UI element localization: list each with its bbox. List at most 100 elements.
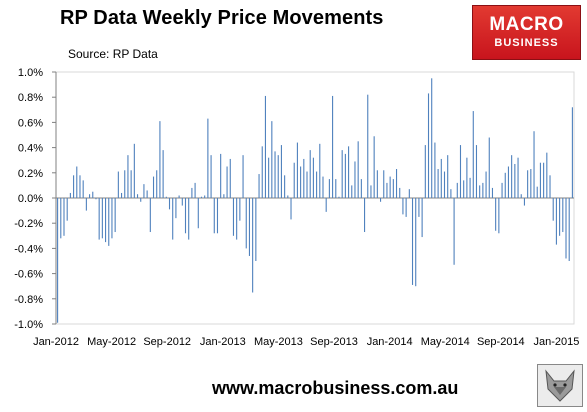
bar bbox=[546, 152, 548, 198]
bar bbox=[498, 198, 500, 234]
bar bbox=[338, 196, 340, 198]
bar bbox=[57, 198, 59, 323]
bar bbox=[523, 198, 525, 206]
bar bbox=[258, 174, 260, 198]
x-tick-label: Sep-2012 bbox=[143, 336, 191, 348]
bar bbox=[328, 179, 330, 198]
bar bbox=[507, 166, 510, 198]
bar bbox=[399, 187, 401, 198]
page-title: RP Data Weekly Price Movements bbox=[60, 7, 384, 29]
bar bbox=[539, 162, 541, 198]
x-tick-label: May-2012 bbox=[87, 336, 136, 348]
bar bbox=[482, 182, 484, 198]
bar bbox=[453, 198, 455, 265]
bar bbox=[351, 185, 353, 198]
bar bbox=[555, 198, 557, 245]
bar bbox=[440, 158, 442, 198]
bar bbox=[181, 198, 183, 206]
bar bbox=[303, 158, 305, 198]
bar bbox=[76, 166, 78, 198]
bar bbox=[517, 157, 519, 198]
bar bbox=[165, 196, 167, 198]
bar bbox=[60, 198, 62, 239]
bar bbox=[332, 95, 334, 198]
bar bbox=[252, 198, 254, 293]
bar bbox=[491, 187, 494, 198]
bar bbox=[85, 198, 87, 211]
fox-logo bbox=[537, 364, 583, 407]
bar bbox=[530, 169, 532, 198]
bar bbox=[408, 189, 410, 198]
bar bbox=[427, 93, 430, 198]
bar bbox=[335, 179, 337, 198]
bar bbox=[511, 155, 513, 198]
bar bbox=[207, 118, 209, 198]
bar bbox=[533, 131, 535, 198]
bar bbox=[200, 196, 203, 198]
logo-line-1: MACRO bbox=[489, 14, 564, 35]
x-tick-label: May-2014 bbox=[421, 336, 470, 348]
x-tick-label: Jan-2013 bbox=[200, 336, 246, 348]
x-tick-label: Jan-2014 bbox=[367, 336, 413, 348]
bar bbox=[386, 182, 388, 198]
bar bbox=[376, 170, 378, 198]
bar bbox=[229, 158, 231, 198]
bar bbox=[159, 121, 161, 198]
bar bbox=[395, 169, 398, 198]
bar bbox=[405, 198, 407, 217]
bar bbox=[89, 194, 91, 198]
bar-series bbox=[57, 78, 573, 323]
bar bbox=[565, 198, 567, 259]
bar bbox=[175, 198, 177, 219]
bar bbox=[402, 198, 404, 215]
bar bbox=[268, 157, 270, 198]
bar bbox=[514, 163, 516, 198]
bar bbox=[124, 170, 126, 198]
bar bbox=[543, 162, 545, 198]
bar bbox=[463, 180, 465, 198]
y-tick-label: -0.6% bbox=[14, 269, 43, 281]
bar bbox=[411, 198, 414, 285]
bar bbox=[280, 145, 282, 198]
bar bbox=[536, 186, 538, 198]
bar bbox=[149, 198, 151, 233]
y-tick-label: 1.0% bbox=[18, 67, 43, 79]
bar bbox=[146, 190, 148, 198]
bar bbox=[415, 198, 417, 287]
bar bbox=[105, 198, 107, 243]
website-url[interactable]: www.macrobusiness.com.au bbox=[212, 378, 459, 398]
bar bbox=[204, 195, 206, 198]
bar bbox=[290, 198, 292, 220]
bar bbox=[248, 198, 251, 256]
bar bbox=[101, 198, 103, 239]
bar bbox=[162, 150, 164, 198]
bar bbox=[255, 198, 257, 261]
bar bbox=[479, 185, 481, 198]
bar bbox=[341, 150, 343, 198]
bar bbox=[66, 198, 68, 221]
bar bbox=[309, 150, 311, 198]
y-axis: 1.0% 0.8% 0.6% 0.4% 0.2% 0.0% -0.2% -0.4% -0.6% -… bbox=[14, 67, 57, 331]
bar bbox=[178, 195, 180, 198]
bar bbox=[562, 198, 564, 233]
bar bbox=[434, 142, 436, 198]
bar bbox=[364, 198, 366, 233]
bar bbox=[223, 194, 225, 198]
bar bbox=[466, 157, 468, 198]
bar bbox=[296, 142, 298, 198]
bar bbox=[210, 155, 212, 198]
x-tick-label: Sep-2014 bbox=[477, 336, 525, 348]
bar bbox=[443, 171, 446, 198]
bar bbox=[92, 191, 94, 198]
bar bbox=[168, 198, 171, 210]
x-tick-label: Sep-2013 bbox=[310, 336, 358, 348]
x-tick-label: Jan-2015 bbox=[534, 336, 580, 348]
bar bbox=[316, 171, 318, 198]
bar bbox=[367, 94, 369, 198]
bar bbox=[348, 146, 350, 198]
bar bbox=[264, 95, 266, 198]
bar bbox=[261, 146, 263, 198]
macrobusiness-logo[interactable]: MACRO BUSINESS bbox=[472, 5, 581, 60]
bar bbox=[370, 185, 372, 198]
